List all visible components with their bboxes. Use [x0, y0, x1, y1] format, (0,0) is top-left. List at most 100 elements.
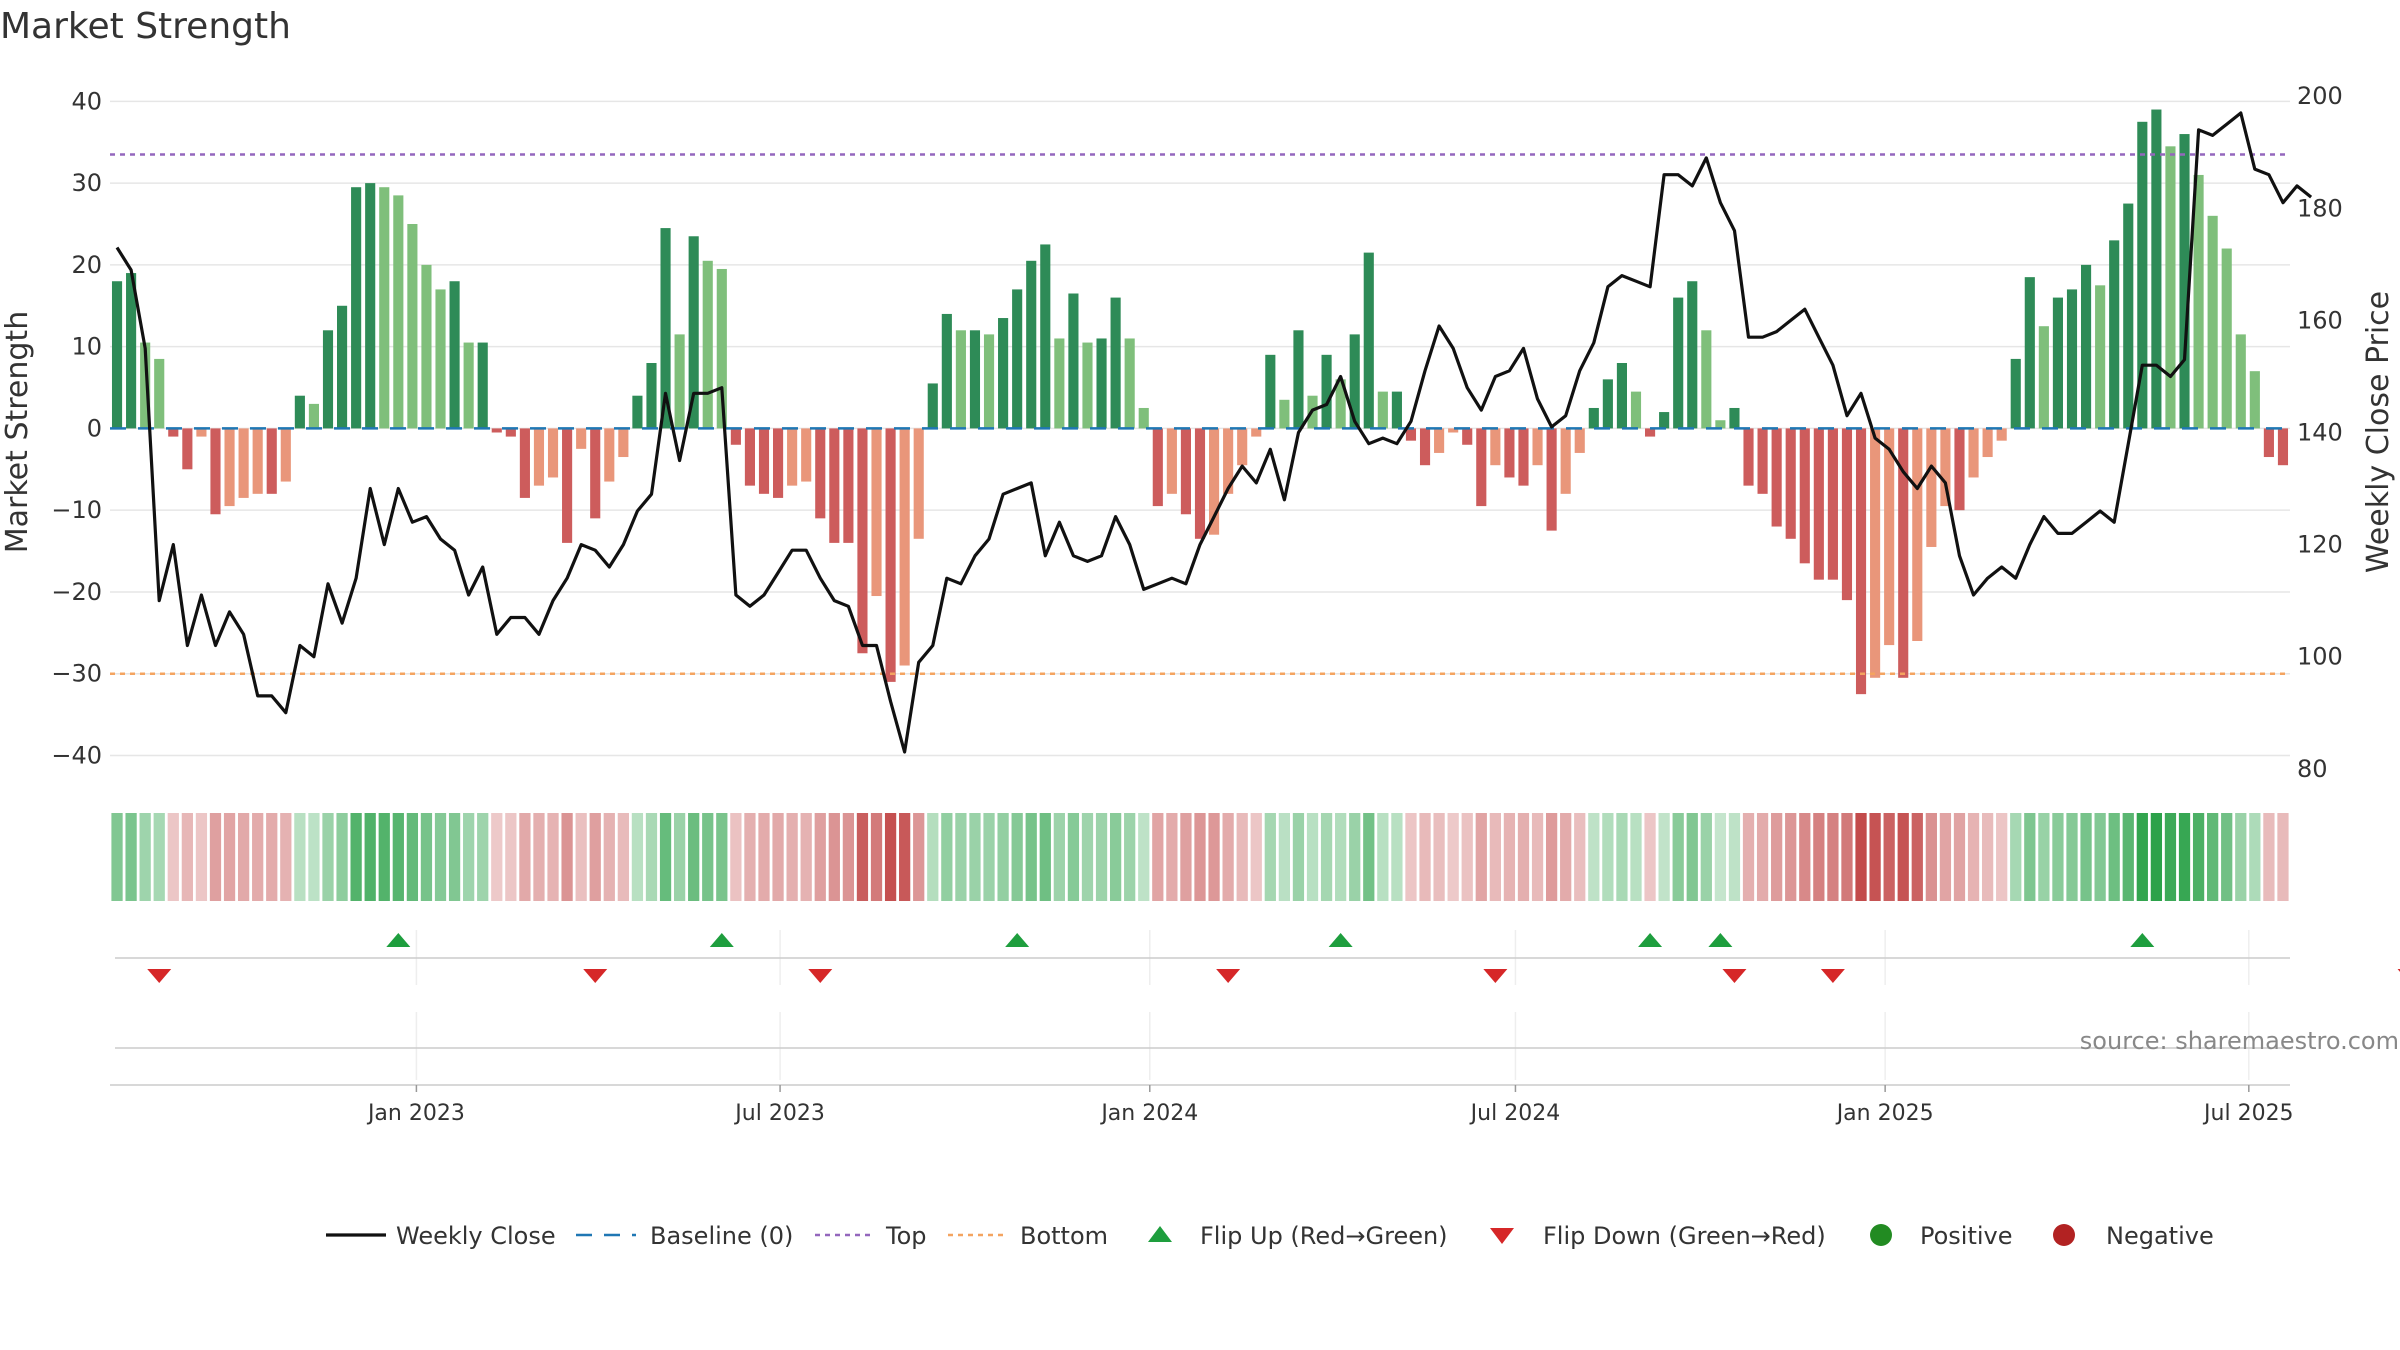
strength-bar: [1476, 428, 1487, 507]
strength-bar: [1616, 363, 1627, 429]
strength-bar: [1940, 428, 1951, 507]
heat-cell: [969, 813, 981, 901]
heat-cell: [1461, 813, 1473, 901]
left-tick-label: −10: [51, 496, 102, 524]
strength-bar: [2263, 428, 2274, 458]
heat-cell: [477, 813, 489, 901]
heat-cell: [2192, 813, 2205, 901]
strength-bar: [337, 305, 348, 429]
strength-bar: [1434, 428, 1445, 453]
heat-cell: [870, 813, 883, 901]
strength-bar: [1377, 391, 1388, 429]
strength-bar: [407, 224, 418, 429]
strength-bar: [1799, 428, 1810, 564]
strength-bar: [182, 428, 193, 470]
heat-cell: [589, 813, 601, 901]
heat-cell: [575, 813, 587, 901]
heat-cell: [659, 813, 672, 901]
heat-cell: [1109, 813, 1122, 901]
heat-cell: [1475, 813, 1487, 901]
heat-cell: [1953, 813, 1966, 901]
legend-swatch-flip-down: [1490, 1228, 1514, 1244]
heat-cell: [730, 813, 742, 901]
strength-bar: [1954, 428, 1965, 511]
strength-bar: [618, 428, 629, 458]
heat-cell: [842, 813, 855, 901]
strength-bar: [2024, 277, 2035, 429]
heat-cell: [1630, 813, 1642, 901]
strength-bar: [1574, 428, 1585, 453]
right-tick-label: 200: [2297, 82, 2343, 110]
heat-cell: [1827, 813, 1839, 901]
left-tick-label: 30: [71, 169, 102, 197]
heat-cell: [1925, 813, 1937, 901]
heat-cell: [2052, 813, 2064, 901]
strength-bar: [983, 334, 995, 429]
heat-cell: [1799, 813, 1811, 901]
strength-bar: [702, 260, 713, 429]
strength-bar: [1996, 428, 2007, 441]
legend-label: Negative: [2106, 1222, 2214, 1250]
date-axis-ticks: Jan 2023 Jul 2023 Jan 2024 Jul 2024 Jan 2025…: [366, 1085, 2294, 1126]
strength-bar: [969, 330, 981, 429]
legend-label: Baseline (0): [650, 1222, 793, 1250]
heat-cell: [1391, 813, 1403, 901]
heat-cell: [519, 813, 531, 901]
strength-bar: [505, 428, 516, 437]
heat-cell: [955, 813, 967, 901]
strength-bar: [758, 428, 770, 494]
strength-bar: [351, 187, 362, 429]
strength-bar: [1293, 330, 1304, 429]
strength-bar: [140, 342, 151, 429]
heat-cell: [463, 813, 475, 901]
date-tick-label: Jan 2025: [1835, 1101, 1934, 1126]
strength-bar: [787, 428, 798, 486]
heat-cell: [364, 813, 376, 901]
heat-cell: [533, 813, 545, 901]
strength-bar: [773, 428, 784, 498]
strength-bar: [2038, 326, 2049, 429]
heat-cell: [2150, 813, 2163, 901]
strength-bar: [1884, 428, 1895, 646]
strength-bar: [126, 273, 137, 429]
strength-bar: [1194, 428, 1206, 539]
strength-bar: [1124, 338, 1135, 429]
heat-cell: [1194, 813, 1206, 901]
left-tick-label: 0: [87, 414, 102, 442]
strength-bar: [449, 281, 460, 429]
date-tick-label: Jul 2024: [1469, 1101, 1561, 1126]
strength-bar: [1757, 428, 1768, 494]
strength-bar: [1166, 428, 1177, 494]
flip-down-marker: [1820, 969, 1845, 983]
heat-cell: [1996, 813, 2008, 901]
strength-bar: [154, 358, 165, 429]
strength-bar: [2249, 371, 2260, 429]
heat-cell: [308, 813, 320, 901]
heat-cell: [2263, 813, 2275, 901]
heat-cell: [2094, 813, 2106, 901]
heat-cell: [2010, 813, 2022, 901]
left-axis-label: Market Strength: [0, 311, 35, 553]
strength-bar: [1138, 407, 1149, 429]
heat-cell: [1756, 813, 1769, 901]
strength-bar: [1335, 379, 1346, 429]
legend-label: Bottom: [1020, 1222, 1108, 1250]
strength-bar: [1982, 428, 1993, 458]
strength-bar: [660, 228, 671, 429]
strength-bar: [1110, 297, 1121, 429]
strength-bar: [1265, 354, 1276, 429]
flip-down-marker: [2397, 969, 2400, 972]
heat-cell: [1250, 813, 1262, 901]
heat-cell: [1588, 813, 1600, 901]
heat-cell: [1742, 813, 1755, 901]
strength-bar: [1898, 428, 1909, 678]
strength-bar: [463, 342, 474, 429]
left-tick-label: −40: [51, 741, 102, 769]
heat-cell: [237, 813, 250, 901]
flip-up-marker: [709, 933, 734, 947]
heat-cell: [1939, 813, 1952, 901]
flip-up-marker: [1708, 933, 1733, 947]
strength-bar: [955, 330, 966, 429]
heat-cell: [1377, 813, 1389, 901]
strength-bar: [2207, 215, 2218, 429]
